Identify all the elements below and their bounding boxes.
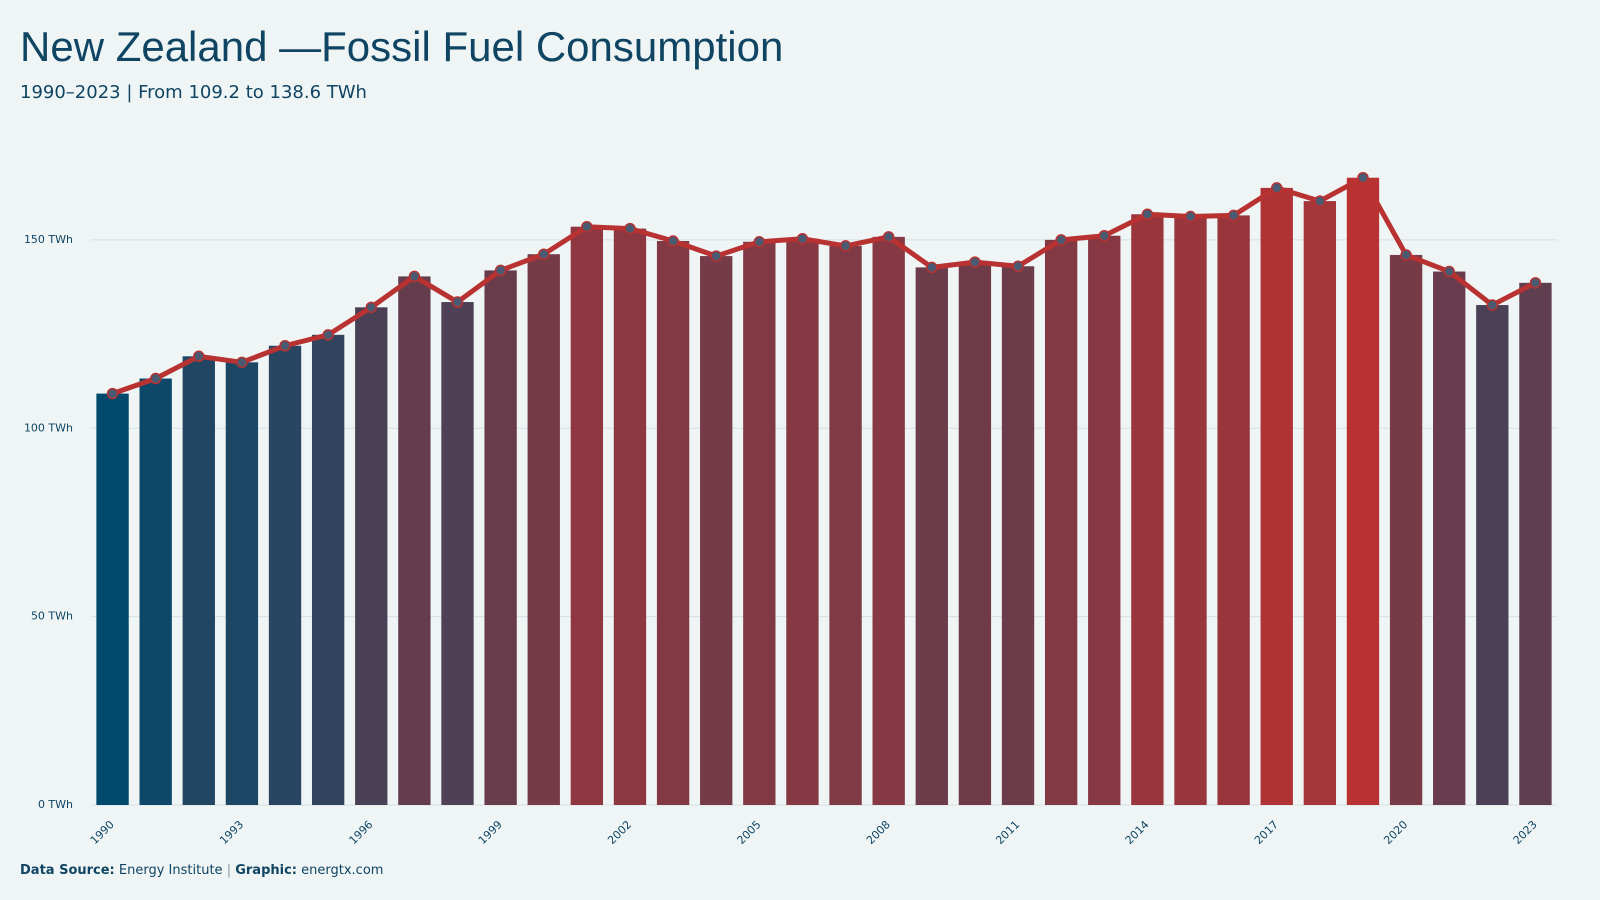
marker <box>926 261 938 274</box>
bar <box>700 256 733 805</box>
bar <box>96 393 129 805</box>
graphic: energtx.com <box>301 863 383 878</box>
bar <box>656 241 690 806</box>
chart-title: New Zealand —Fossil Fuel Consumption <box>20 23 783 70</box>
source-label: Data Source: <box>20 863 115 878</box>
y-tick-label: 0 TWh <box>38 798 73 811</box>
bar <box>1433 271 1466 805</box>
x-tick-label: 1993 <box>217 818 246 847</box>
y-tick-label: 150 TWh <box>24 233 73 246</box>
marker <box>236 356 248 369</box>
marker <box>365 301 378 314</box>
marker <box>1141 208 1154 221</box>
marker <box>537 248 550 260</box>
bar <box>139 378 172 805</box>
bar <box>484 270 517 805</box>
bar <box>398 276 431 805</box>
bar <box>182 356 215 805</box>
bar <box>311 334 345 805</box>
bar <box>829 245 862 805</box>
x-tick-label: 2002 <box>605 818 634 847</box>
y-tick-label: 100 TWh <box>24 421 73 434</box>
marker <box>451 296 464 308</box>
bar <box>268 345 302 805</box>
graphic-label: Graphic: <box>235 863 297 878</box>
marker <box>1055 234 1067 246</box>
marker <box>1357 171 1369 184</box>
bar <box>915 267 948 805</box>
marker <box>796 233 809 245</box>
x-tick-label: 2023 <box>1511 818 1540 847</box>
bar <box>527 254 560 805</box>
x-tick-label: 1996 <box>347 818 376 847</box>
bar <box>1303 201 1337 805</box>
marker <box>581 220 593 233</box>
chart-subtitle: 1990–2023 | From 109.2 to 138.6 TWh <box>20 82 367 103</box>
bar <box>1044 239 1078 805</box>
marker <box>494 264 507 277</box>
marker <box>1270 182 1283 194</box>
marker <box>279 339 291 352</box>
y-tick-label: 50 TWh <box>31 610 73 623</box>
trend-line <box>111 175 1537 396</box>
bar <box>872 236 905 806</box>
bar <box>1389 254 1423 805</box>
marker <box>1529 277 1542 289</box>
x-tick-label: 2008 <box>864 818 893 847</box>
bar <box>743 241 776 805</box>
x-tick-label: 1999 <box>476 818 505 847</box>
marker <box>322 329 334 341</box>
bar <box>1476 305 1509 805</box>
bar <box>786 238 819 806</box>
marker <box>1486 299 1499 311</box>
bar <box>1174 216 1207 805</box>
marker <box>408 270 421 283</box>
marker <box>969 256 981 268</box>
marker <box>149 372 162 385</box>
bar <box>355 307 388 805</box>
marker <box>667 235 679 247</box>
separator: | <box>227 863 231 878</box>
bar <box>1217 215 1250 805</box>
footer: Data Source: Energy Institute | Graphic:… <box>20 863 383 878</box>
marker <box>710 250 722 262</box>
bar <box>1088 235 1121 806</box>
marker <box>1012 260 1024 273</box>
bar <box>613 228 647 805</box>
bar <box>1001 266 1035 805</box>
bar <box>1260 187 1293 806</box>
marker <box>106 387 119 400</box>
bar <box>958 262 992 805</box>
bar <box>1346 177 1380 805</box>
marker <box>624 222 636 235</box>
marker <box>1443 265 1455 278</box>
marker <box>1184 210 1197 223</box>
source: Energy Institute <box>119 863 223 878</box>
bar <box>225 362 259 805</box>
bar <box>1131 214 1164 805</box>
marker <box>1400 249 1412 261</box>
marker <box>1314 195 1326 207</box>
marker <box>839 240 852 252</box>
x-tick-label: 2020 <box>1381 818 1410 847</box>
marker <box>1227 209 1240 222</box>
x-tick-label: 2017 <box>1252 818 1281 847</box>
x-tick-label: 2005 <box>735 818 764 847</box>
marker <box>1098 229 1111 242</box>
bar <box>1519 282 1552 806</box>
x-tick-label: 1990 <box>88 818 117 847</box>
marker <box>753 236 766 248</box>
marker <box>882 231 895 243</box>
bar <box>441 302 474 805</box>
bar <box>570 226 604 805</box>
marker <box>193 350 205 363</box>
x-tick-label: 2014 <box>1123 818 1152 847</box>
x-tick-label: 2011 <box>993 818 1022 847</box>
